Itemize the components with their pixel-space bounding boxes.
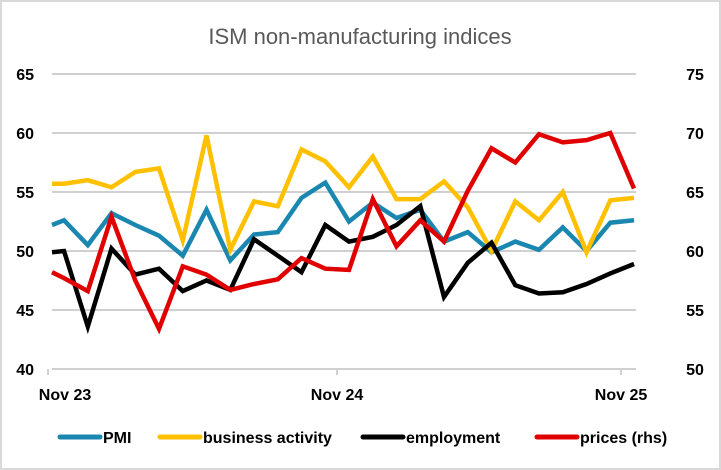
y2-tick-label: 65: [686, 185, 704, 202]
legend-item: employment: [360, 430, 501, 447]
legend-label: prices (rhs): [580, 430, 667, 447]
axes: 40 45 50 55 60 65 50 55 60 65 70 75 Nov 23 Nov 24 Nov …: [16, 67, 704, 404]
y2-tick-label: 60: [686, 244, 704, 261]
legend-label: PMI: [103, 430, 131, 447]
legend-item: business activity: [157, 430, 332, 447]
series-line-employment: [51, 202, 635, 335]
legend-item: prices (rhs): [534, 430, 667, 447]
series-line-business-activity: [52, 134, 635, 258]
y2-tick-label: 55: [686, 303, 704, 320]
y-tick-label: 65: [16, 67, 34, 84]
x-tick-label: Nov 25: [595, 387, 648, 404]
legend-label: employment: [406, 430, 501, 447]
series-lines: [51, 130, 637, 335]
legend-item: PMI: [57, 430, 131, 447]
y-tick-label: 45: [16, 303, 34, 320]
y2-tick-label: 50: [686, 362, 704, 379]
x-tick-label: Nov 24: [311, 387, 364, 404]
series-line-pmi: [51, 179, 635, 265]
y2-tick-label: 75: [686, 67, 704, 84]
chart-title: ISM non-manufacturing indices: [208, 24, 511, 49]
legend: PMI business activity employment prices (rh…: [57, 430, 667, 447]
y2-tick-label: 70: [686, 126, 704, 143]
series-line-prices-rhs: [51, 130, 637, 335]
x-tick-label: Nov 23: [39, 387, 92, 404]
y-tick-label: 60: [16, 126, 34, 143]
y-tick-label: 40: [16, 362, 34, 379]
y-tick-label: 50: [16, 244, 34, 261]
gridlines: [52, 73, 636, 370]
y-tick-label: 55: [16, 185, 34, 202]
legend-label: business activity: [203, 430, 332, 447]
